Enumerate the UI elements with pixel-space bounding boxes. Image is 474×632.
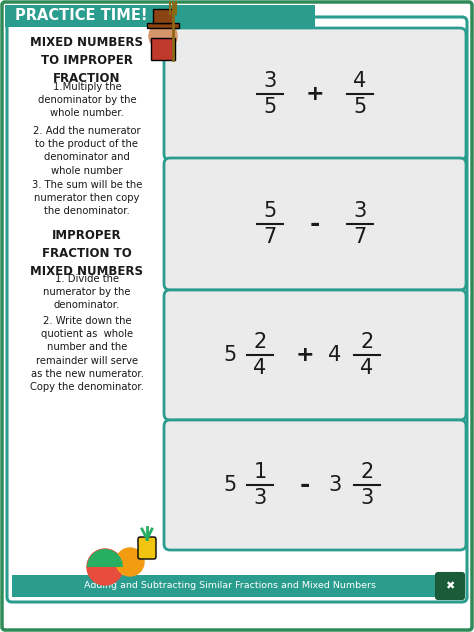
Text: 3: 3 <box>264 71 277 91</box>
FancyBboxPatch shape <box>151 38 175 60</box>
FancyBboxPatch shape <box>436 573 464 599</box>
Circle shape <box>87 549 123 585</box>
Text: +: + <box>296 345 314 365</box>
Text: 5: 5 <box>223 475 237 495</box>
Text: 2. Write down the
quotient as  whole
number and the
remainder will serve
as the : 2. Write down the quotient as whole numb… <box>30 316 144 392</box>
Text: Adding and Subtracting Similar Fractions and Mixed Numbers: Adding and Subtracting Similar Fractions… <box>84 581 376 590</box>
Text: 3: 3 <box>328 475 342 495</box>
Text: 7: 7 <box>354 227 366 247</box>
Text: 5: 5 <box>264 201 277 221</box>
Text: 2. Add the numerator
to the product of the
denominator and
whole number: 2. Add the numerator to the product of t… <box>33 126 141 176</box>
Circle shape <box>149 22 177 50</box>
Text: +: + <box>306 84 324 104</box>
FancyBboxPatch shape <box>164 290 466 420</box>
FancyBboxPatch shape <box>147 23 179 28</box>
Text: 3: 3 <box>254 488 266 508</box>
FancyBboxPatch shape <box>5 5 315 27</box>
Text: 4: 4 <box>360 358 374 378</box>
Text: 4: 4 <box>354 71 366 91</box>
Text: IMPROPER
FRACTION TO
MIXED NUMBERS: IMPROPER FRACTION TO MIXED NUMBERS <box>30 229 144 278</box>
FancyBboxPatch shape <box>7 17 467 602</box>
FancyBboxPatch shape <box>12 575 462 597</box>
Text: 3: 3 <box>354 201 366 221</box>
FancyBboxPatch shape <box>138 537 156 559</box>
FancyBboxPatch shape <box>164 158 466 290</box>
Text: 2: 2 <box>360 332 374 352</box>
Text: 1. Divide the
numerator by the
denominator.: 1. Divide the numerator by the denominat… <box>43 274 131 310</box>
Text: -: - <box>300 473 310 497</box>
Text: 2: 2 <box>254 332 266 352</box>
Text: 4: 4 <box>328 345 342 365</box>
Text: 5: 5 <box>264 97 277 117</box>
Text: 4: 4 <box>254 358 266 378</box>
Circle shape <box>116 548 144 576</box>
Text: ✖: ✖ <box>445 581 455 591</box>
Text: 5: 5 <box>223 345 237 365</box>
Text: 1: 1 <box>254 462 266 482</box>
Text: 3: 3 <box>360 488 374 508</box>
Text: 1.Multiply the
denominator by the
whole number.: 1.Multiply the denominator by the whole … <box>38 82 137 118</box>
Text: 5: 5 <box>354 97 366 117</box>
Text: PRACTICE TIME!: PRACTICE TIME! <box>15 8 147 23</box>
Text: 7: 7 <box>264 227 277 247</box>
Text: 3. The sum will be the
numerator then copy
the denominator.: 3. The sum will be the numerator then co… <box>32 180 142 216</box>
Text: 2: 2 <box>360 462 374 482</box>
Wedge shape <box>87 549 123 567</box>
Text: MIXED NUMBERS
TO IMPROPER
FRACTION: MIXED NUMBERS TO IMPROPER FRACTION <box>30 36 144 85</box>
FancyBboxPatch shape <box>164 28 466 160</box>
FancyBboxPatch shape <box>164 420 466 550</box>
Text: -: - <box>310 212 320 236</box>
FancyBboxPatch shape <box>153 9 173 23</box>
